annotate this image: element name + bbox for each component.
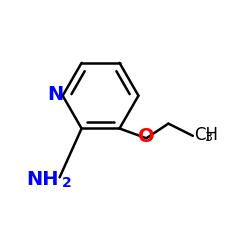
Text: 3: 3 bbox=[204, 131, 212, 144]
Text: 2: 2 bbox=[62, 176, 72, 190]
Text: CH: CH bbox=[194, 126, 218, 144]
Text: O: O bbox=[138, 127, 155, 146]
Text: NH: NH bbox=[26, 170, 58, 189]
Text: N: N bbox=[48, 85, 64, 104]
